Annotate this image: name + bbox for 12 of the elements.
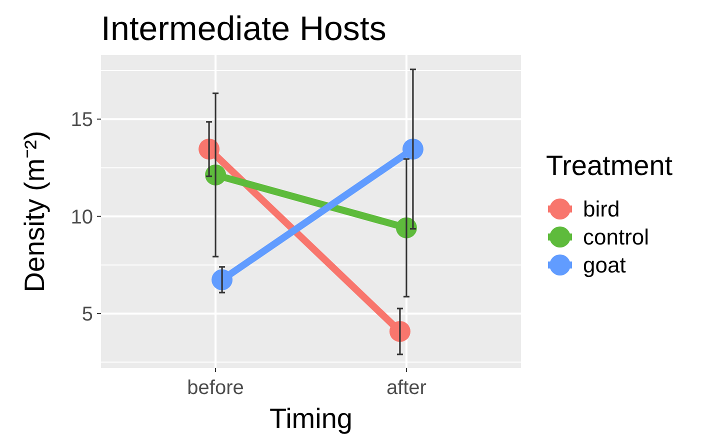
- x-axis-title: Timing: [270, 403, 352, 434]
- y-tick-label: 15: [70, 109, 93, 132]
- legend-label: bird: [583, 196, 620, 222]
- x-tick-label: before: [187, 377, 244, 399]
- y-tick-label: 10: [70, 206, 93, 228]
- y-tick-label: 5: [82, 304, 93, 326]
- x-tick-label: after: [386, 377, 427, 399]
- legend-label: control: [583, 224, 650, 250]
- legend-label: goat: [583, 252, 626, 278]
- y-axis-title: Density (m⁻²): [19, 130, 50, 292]
- chart-title: Intermediate Hosts: [101, 10, 386, 48]
- legend-title: Treatment: [546, 150, 673, 181]
